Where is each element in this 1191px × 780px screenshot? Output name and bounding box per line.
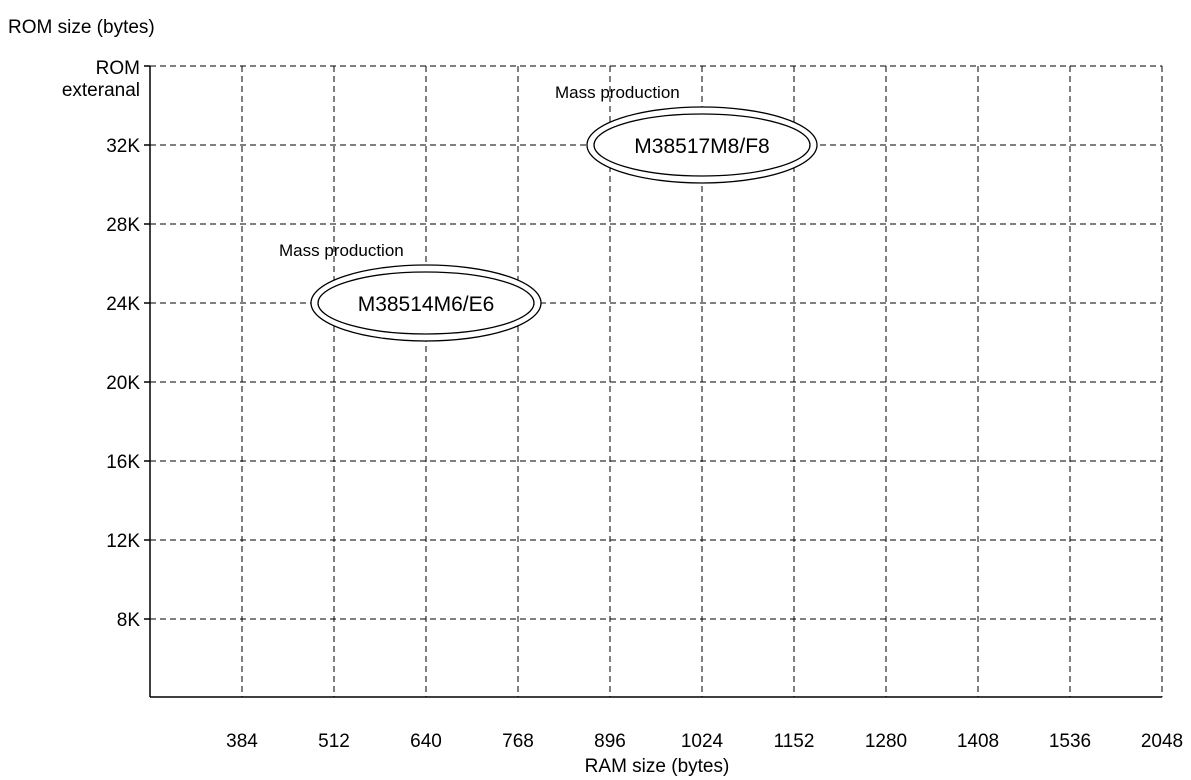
y-tick-label: 28K bbox=[106, 215, 140, 236]
y-tick-label: 12K bbox=[106, 531, 140, 552]
product-ellipse-outer bbox=[310, 264, 542, 342]
x-tick-label: 640 bbox=[410, 731, 442, 752]
product-status-label: Mass production bbox=[555, 83, 680, 102]
x-tick-label: 1024 bbox=[681, 731, 724, 752]
x-tick-labels: 384 512 640 768 896 1024 1152 1280 1408 1536 2048 bbox=[226, 731, 1183, 752]
x-axis-title: RAM size (bytes) bbox=[585, 756, 730, 777]
x-tick-label: 512 bbox=[318, 731, 350, 752]
product-ellipse-inner bbox=[317, 271, 535, 335]
y-tick-label: 20K bbox=[106, 373, 140, 394]
y-tick-label: 32K bbox=[106, 136, 140, 157]
product-ellipse-outer bbox=[586, 106, 818, 184]
y-tick-label: ROM exteranal bbox=[62, 58, 140, 101]
product-ellipse-inner bbox=[593, 113, 811, 177]
product-M38514M6/E6: M38514M6/E6 Mass production bbox=[279, 241, 542, 342]
product-name: M38514M6/E6 bbox=[358, 293, 495, 316]
x-tick-label: 1408 bbox=[957, 731, 999, 752]
x-tick-label: 1152 bbox=[774, 731, 815, 752]
axes bbox=[144, 65, 1162, 698]
y-tick-label: 24K bbox=[106, 294, 140, 315]
x-tick-label: 896 bbox=[594, 731, 626, 752]
products: M38517M8/F8 Mass production M38514M6/E6 Mas… bbox=[279, 83, 818, 342]
x-tick-label: 2048 bbox=[1141, 731, 1183, 752]
y-tick-labels: ROM exteranal 32K 28K 24K 20K 16K 12K 8K bbox=[62, 58, 140, 631]
x-tick-label: 768 bbox=[502, 731, 534, 752]
x-tick-label: 1536 bbox=[1049, 731, 1091, 752]
product-status-label: Mass production bbox=[279, 241, 404, 260]
product-M38517M8/F8: M38517M8/F8 Mass production bbox=[555, 83, 818, 184]
y-axis-title: ROM size (bytes) bbox=[8, 17, 155, 38]
x-tick-label: 1280 bbox=[865, 731, 907, 752]
y-tick-label: 16K bbox=[106, 452, 140, 473]
y-tick-label: 8K bbox=[117, 610, 141, 631]
x-tick-label: 384 bbox=[226, 731, 258, 752]
product-name: M38517M8/F8 bbox=[634, 135, 769, 158]
